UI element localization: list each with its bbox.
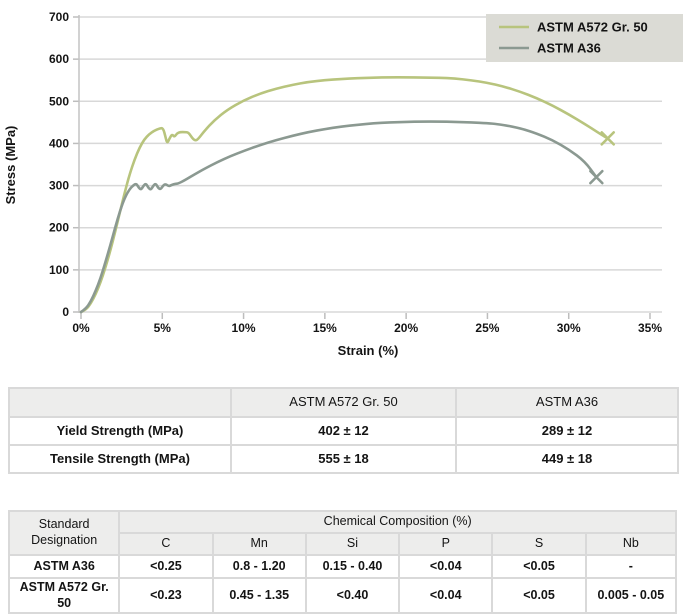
stress-strain-chart: 0 100 200 300 400 500 600 700 0% 5% 10% 15% 20% 25% 30…: [3, 10, 683, 358]
table-row: Tensile Strength (MPa) 555 ± 18 449 ± 18: [8, 444, 679, 474]
composition-value: <0.23: [118, 576, 214, 615]
x-tick-label: 15%: [313, 321, 337, 335]
composition-value: <0.04: [398, 554, 494, 579]
x-tick-label: 10%: [232, 321, 256, 335]
value-cell: 555 ± 18: [230, 444, 457, 474]
standard-label: ASTM A572 Gr. 50: [7, 576, 121, 615]
composition-value: 0.8 - 1.20: [211, 554, 307, 579]
x-tick-label: 35%: [638, 321, 662, 335]
row-label: Tensile Strength (MPa): [8, 444, 232, 474]
composition-value: -: [584, 554, 678, 579]
chart-canvas: 0 100 200 300 400 500 600 700 0% 5% 10% 15% 20% 25% 30…: [3, 10, 683, 358]
composition-value: 0.15 - 0.40: [304, 554, 401, 579]
series-line: [79, 75, 610, 314]
y-tick-label: 600: [49, 52, 69, 66]
corner-cell: [8, 387, 232, 418]
fracture-x-marker: [589, 169, 604, 185]
element-column-header: Nb: [584, 532, 678, 556]
strength-table: ASTM A572 Gr. 50 ASTM A36 Yield Strength…: [8, 387, 679, 474]
value-cell: 402 ± 12: [230, 416, 457, 446]
element-column-header: S: [491, 532, 587, 556]
value-cell: 449 ± 18: [455, 444, 679, 474]
value-cell: 289 ± 12: [455, 416, 679, 446]
composition-value: 0.45 - 1.35: [211, 576, 307, 615]
strength-header-row: ASTM A572 Gr. 50 ASTM A36: [8, 387, 679, 418]
x-tick-label: 5%: [154, 321, 172, 335]
y-axis-title: Stress (MPa): [3, 126, 18, 205]
legend-box: [486, 14, 683, 62]
y-tick-label: 0: [62, 305, 69, 319]
element-column-header: C: [118, 532, 214, 556]
x-tick-label: 25%: [475, 321, 499, 335]
column-header-a572: ASTM A572 Gr. 50: [230, 387, 457, 418]
x-tick-label: 30%: [557, 321, 581, 335]
series-line: [79, 120, 598, 314]
column-header-a36: ASTM A36: [455, 387, 679, 418]
x-tick-label: 0%: [72, 321, 90, 335]
legend-label: ASTM A36: [537, 41, 601, 56]
table-row: Yield Strength (MPa) 402 ± 12 289 ± 12: [8, 416, 679, 446]
chemical-composition-header: Chemical Composition (%): [118, 510, 677, 534]
composition-header-row: Standard Designation Chemical Compositio…: [7, 510, 677, 556]
composition-value: 0.005 - 0.05: [584, 576, 678, 615]
y-tick-label: 500: [49, 94, 69, 108]
composition-value: <0.04: [398, 576, 494, 615]
element-column-header: P: [398, 532, 494, 556]
composition-table: Standard Designation Chemical Compositio…: [7, 510, 678, 615]
standard-designation-header: Standard Designation: [7, 510, 121, 556]
table-row: ASTM A36 <0.25 0.8 - 1.20 0.15 - 0.40 <0.04 <…: [7, 554, 678, 579]
x-tick-label: 20%: [394, 321, 418, 335]
standard-label: ASTM A36: [7, 554, 121, 579]
y-tick-label: 300: [49, 179, 69, 193]
element-header-row: C Mn Si P S Nb: [9, 532, 678, 556]
composition-value: <0.05: [491, 576, 587, 615]
legend-label: ASTM A572 Gr. 50: [537, 20, 648, 35]
table-row: ASTM A572 Gr. 50 <0.23 0.45 - 1.35 <0.40 <0.…: [7, 576, 678, 615]
y-tick-label: 700: [49, 10, 69, 24]
fracture-x-marker: [600, 131, 616, 146]
composition-value: <0.05: [491, 554, 587, 579]
composition-value: <0.25: [118, 554, 214, 579]
x-axis-title: Strain (%): [338, 343, 399, 358]
row-label: Yield Strength (MPa): [8, 416, 232, 446]
y-tick-label: 200: [49, 221, 69, 235]
y-tick-label: 100: [49, 263, 69, 277]
element-column-header: Mn: [211, 532, 307, 556]
composition-value: <0.40: [304, 576, 401, 615]
element-column-header: Si: [304, 532, 401, 556]
y-tick-label: 400: [49, 136, 69, 150]
